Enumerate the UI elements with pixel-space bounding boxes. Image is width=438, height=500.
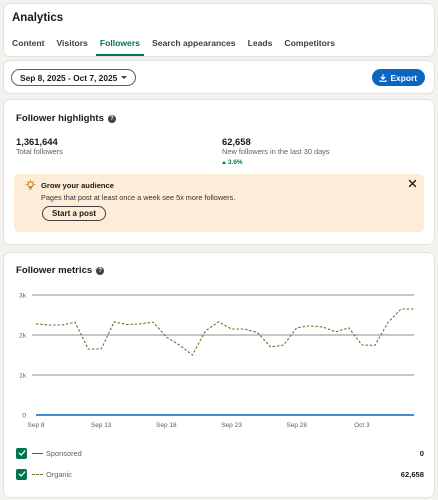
y-tick-label: 0 bbox=[22, 413, 26, 420]
sponsored-legend-label: Sponsored bbox=[46, 448, 82, 458]
series-line-organic bbox=[35, 308, 414, 356]
tab-visitors[interactable]: Visitors bbox=[56, 38, 88, 48]
follower-metrics-chart: 0 1k 2k 3k Sep 8 Sep 13 Sep 18 Sep 23 Sep 28 Oct … bbox=[19, 293, 414, 429]
follower-highlights-card: Follower highlights ? 1,361,644 Total fo… bbox=[4, 100, 434, 244]
tip-title: Grow your audience bbox=[41, 181, 115, 190]
trend-up-icon bbox=[222, 161, 226, 164]
page-title: Analytics bbox=[12, 12, 64, 24]
metrics-title-row: Follower metrics ? bbox=[16, 265, 105, 276]
follower-metrics-card: Follower metrics ? 0 1k 2k 3k Sep 8 Sep 13 Sep… bbox=[4, 253, 434, 497]
highlights-title-row: Follower highlights ? bbox=[16, 113, 116, 124]
total-followers-label: Total followers bbox=[16, 147, 63, 156]
metrics-title: Follower metrics bbox=[16, 265, 93, 276]
tab-leads[interactable]: Leads bbox=[247, 38, 273, 48]
tip-text: Pages that post at least once a week see… bbox=[41, 193, 236, 202]
new-followers-change: 3.6% bbox=[222, 159, 243, 166]
chevron-down-icon bbox=[121, 76, 128, 79]
legend-row-sponsored[interactable]: Sponsored 0 bbox=[16, 446, 424, 460]
tab-competitors[interactable]: Competitors bbox=[284, 38, 336, 48]
new-followers-label: New followers in the last 30 days bbox=[222, 147, 330, 156]
date-range-label: Sep 8, 2025 - Oct 7, 2025 bbox=[20, 72, 118, 83]
x-tick-label: Sep 8 bbox=[28, 422, 45, 429]
start-post-button[interactable]: Start a post bbox=[42, 206, 107, 221]
sponsored-line-swatch bbox=[32, 452, 43, 454]
organic-checkbox[interactable] bbox=[16, 468, 27, 480]
lightbulb-icon bbox=[25, 180, 36, 190]
legend-row-organic[interactable]: Organic 62,658 bbox=[16, 467, 424, 481]
x-tick-label: Sep 28 bbox=[286, 422, 307, 429]
y-tick-label: 2k bbox=[19, 333, 27, 340]
checkmark-icon bbox=[18, 450, 25, 456]
checkmark-icon bbox=[18, 471, 25, 477]
x-tick-label: Oct 3 bbox=[354, 422, 370, 429]
date-range-dropdown[interactable]: Sep 8, 2025 - Oct 7, 2025 bbox=[11, 69, 137, 86]
organic-value: 62,658 bbox=[400, 469, 424, 479]
organic-legend-label: Organic bbox=[46, 469, 72, 479]
question-circle-icon[interactable]: ? bbox=[107, 114, 116, 123]
x-tick-label: Sep 18 bbox=[156, 422, 177, 429]
question-circle-icon[interactable]: ? bbox=[96, 266, 105, 275]
change-percent: 3.6% bbox=[228, 159, 243, 166]
export-button[interactable]: Export bbox=[372, 69, 425, 86]
highlights-title: Follower highlights bbox=[16, 113, 104, 124]
sponsored-checkbox[interactable] bbox=[16, 447, 27, 459]
tab-content[interactable]: Content bbox=[12, 38, 45, 48]
close-icon[interactable] bbox=[408, 179, 417, 188]
total-followers-value: 1,361,644 bbox=[16, 136, 58, 147]
x-tick-label: Sep 13 bbox=[91, 422, 112, 429]
sponsored-value: 0 bbox=[419, 448, 424, 458]
tab-search-appearances[interactable]: Search appearances bbox=[151, 38, 236, 48]
analytics-header: Analytics Content Visitors Followers Sea… bbox=[4, 4, 434, 56]
organic-line-swatch bbox=[32, 473, 43, 475]
x-tick-label: Sep 23 bbox=[221, 422, 242, 429]
download-icon bbox=[379, 73, 388, 82]
analytics-tabs: Content Visitors Followers Search appear… bbox=[4, 34, 341, 56]
filter-bar: Sep 8, 2025 - Oct 7, 2025 Export bbox=[4, 61, 434, 93]
export-label: Export bbox=[390, 72, 417, 83]
new-followers-value: 62,658 bbox=[222, 136, 251, 147]
y-tick-label: 1k bbox=[19, 373, 27, 380]
grow-audience-tip: Grow your audience Pages that post at le… bbox=[14, 174, 424, 232]
tab-followers[interactable]: Followers bbox=[94, 34, 146, 56]
y-tick-label: 3k bbox=[19, 293, 27, 300]
